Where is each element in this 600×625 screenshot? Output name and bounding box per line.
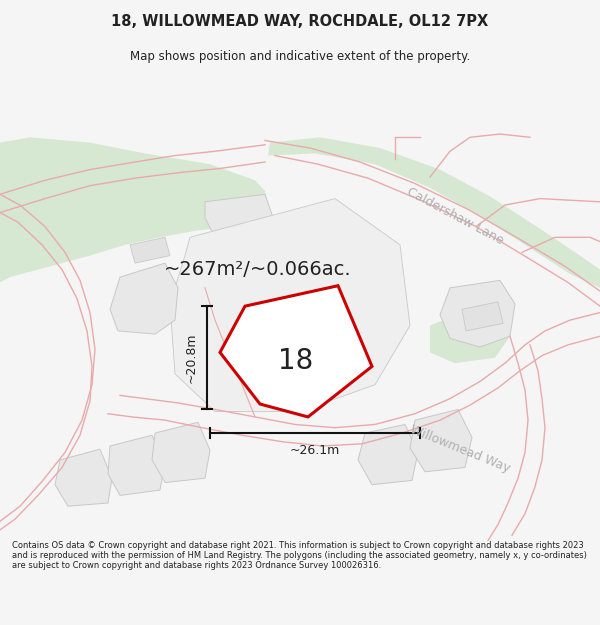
- Text: ~20.8m: ~20.8m: [185, 332, 197, 383]
- Polygon shape: [0, 138, 268, 282]
- Polygon shape: [220, 286, 372, 417]
- Polygon shape: [440, 281, 515, 347]
- Text: 18: 18: [278, 347, 313, 374]
- Polygon shape: [55, 449, 112, 506]
- Text: ~267m²/~0.066ac.: ~267m²/~0.066ac.: [164, 260, 352, 279]
- Polygon shape: [170, 199, 410, 411]
- Text: Caldershaw Lane: Caldershaw Lane: [404, 185, 506, 247]
- Polygon shape: [205, 194, 275, 238]
- Polygon shape: [462, 302, 503, 331]
- Polygon shape: [358, 424, 418, 485]
- Polygon shape: [130, 238, 170, 263]
- Text: ~26.1m: ~26.1m: [290, 444, 340, 457]
- Polygon shape: [152, 422, 210, 482]
- Text: 18, WILLOWMEAD WAY, ROCHDALE, OL12 7PX: 18, WILLOWMEAD WAY, ROCHDALE, OL12 7PX: [112, 14, 488, 29]
- Polygon shape: [410, 409, 472, 472]
- Text: Map shows position and indicative extent of the property.: Map shows position and indicative extent…: [130, 50, 470, 62]
- Polygon shape: [268, 138, 600, 288]
- Polygon shape: [110, 263, 178, 334]
- Text: Willowmead Way: Willowmead Way: [408, 423, 512, 475]
- Text: Contains OS data © Crown copyright and database right 2021. This information is : Contains OS data © Crown copyright and d…: [12, 541, 587, 571]
- Polygon shape: [430, 309, 510, 363]
- Polygon shape: [108, 435, 165, 496]
